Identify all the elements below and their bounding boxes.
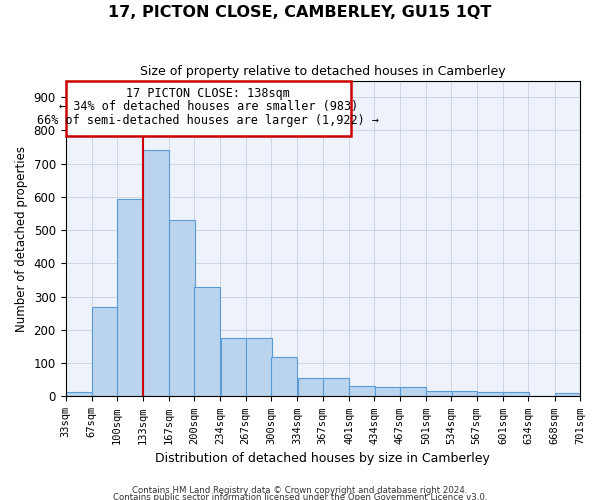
Bar [298,378,323,396]
Bar [246,338,272,396]
Bar [221,338,247,396]
Bar [92,306,118,396]
Bar [194,286,220,397]
Bar [169,220,195,396]
Text: 17, PICTON CLOSE, CAMBERLEY, GU15 1QT: 17, PICTON CLOSE, CAMBERLEY, GU15 1QT [109,5,491,20]
Bar [452,392,478,396]
Bar [555,393,581,396]
Bar [374,387,400,396]
Bar [477,392,503,396]
Title: Size of property relative to detached houses in Camberley: Size of property relative to detached ho… [140,65,506,78]
Bar [503,392,529,396]
Text: 17 PICTON CLOSE: 138sqm: 17 PICTON CLOSE: 138sqm [127,87,290,100]
Bar [271,356,297,397]
Text: Contains HM Land Registry data © Crown copyright and database right 2024.: Contains HM Land Registry data © Crown c… [132,486,468,495]
Text: ← 34% of detached houses are smaller (983): ← 34% of detached houses are smaller (98… [59,100,358,114]
Bar [426,392,452,396]
Text: Contains public sector information licensed under the Open Government Licence v3: Contains public sector information licen… [113,494,487,500]
Bar [118,198,143,396]
Bar [323,378,349,396]
Bar [66,392,92,396]
Bar [400,388,426,396]
FancyBboxPatch shape [65,80,351,136]
Text: 66% of semi-detached houses are larger (1,922) →: 66% of semi-detached houses are larger (… [37,114,379,126]
Bar [349,386,375,396]
Bar [143,150,169,396]
Y-axis label: Number of detached properties: Number of detached properties [15,146,28,332]
X-axis label: Distribution of detached houses by size in Camberley: Distribution of detached houses by size … [155,452,490,465]
